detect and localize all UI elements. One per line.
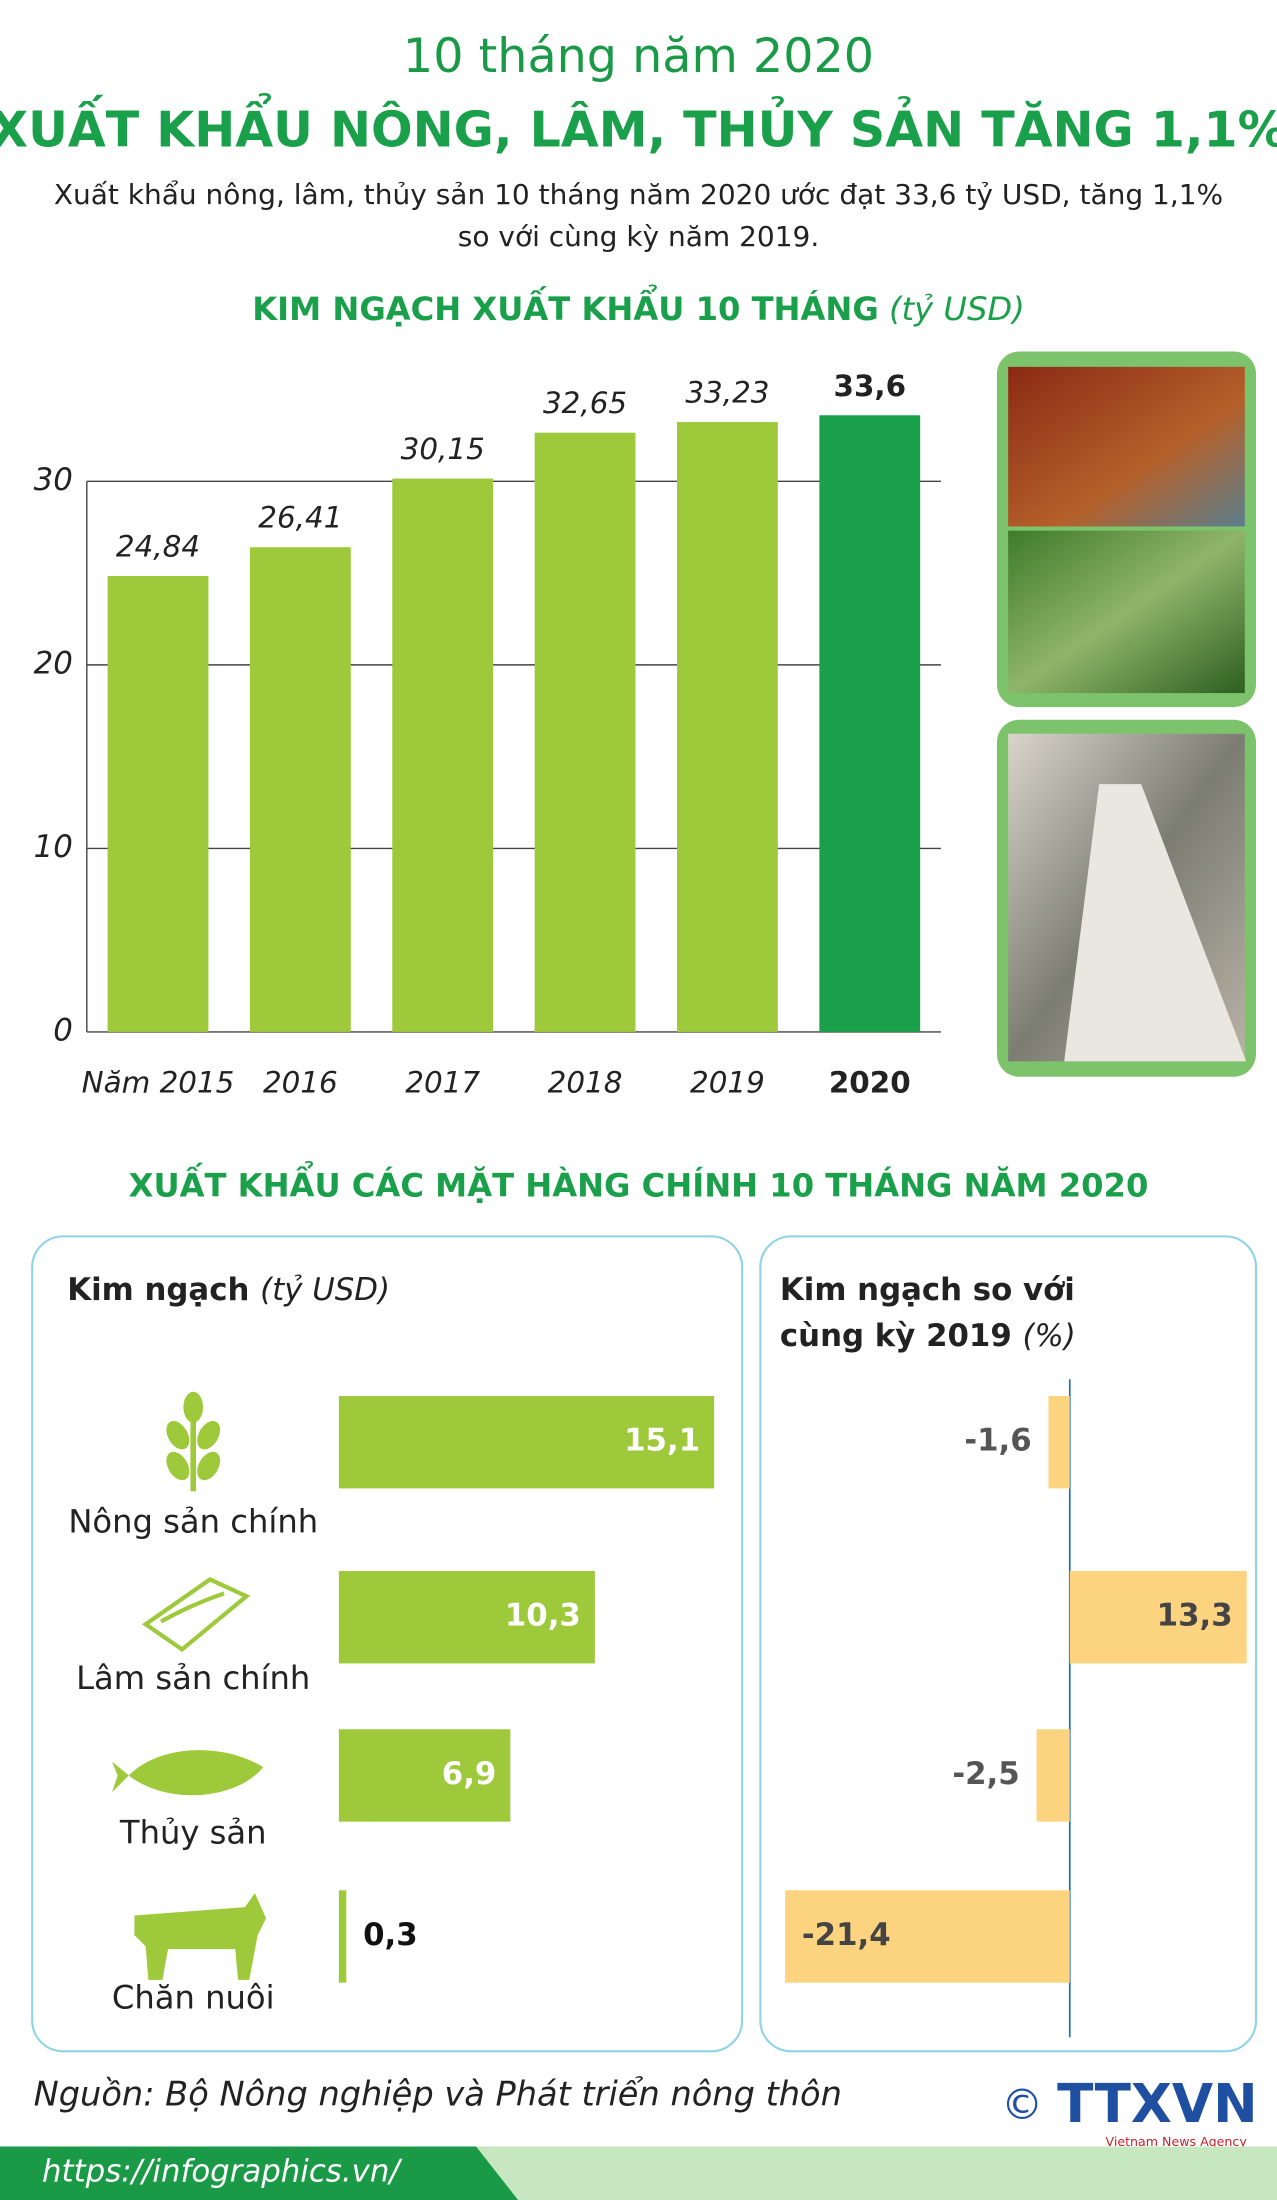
chart-title: KIM NGẠCH XUẤT KHẨU 10 THÁNG (tỷ USD) [252, 285, 1025, 328]
icon-wheat [166, 1391, 221, 1492]
bar [338, 1571, 595, 1664]
value-label: 24,84 [116, 530, 200, 564]
bar [819, 415, 921, 1032]
photo-detail [1064, 784, 1247, 1062]
y-tick-label: 30 [34, 462, 73, 498]
panel-title-text: Kim ngạch so với [780, 1271, 1075, 1307]
value-label: -21,4 [802, 1917, 891, 1953]
logo: TTXVN [1057, 2073, 1257, 2135]
value-label: 15,1 [624, 1423, 700, 1459]
description: so với cùng kỳ năm 2019. [458, 220, 819, 253]
x-tick-label: Năm 2015 [82, 1065, 235, 1099]
y-tick-label: 20 [34, 645, 73, 681]
value-label: 33,23 [685, 376, 769, 410]
value-label: 0,3 [363, 1917, 418, 1953]
photo-coffee [1008, 366, 1245, 527]
icon-cow [134, 1893, 267, 1980]
icon-wood [141, 1577, 251, 1653]
bar [107, 576, 209, 1032]
panel-title: Kim ngạch so với [780, 1271, 1075, 1307]
panel-title: Kim ngạch (tỷ USD) [67, 1271, 390, 1307]
x-tick-label: 2019 [690, 1065, 765, 1099]
bar [338, 1729, 511, 1822]
bar [1069, 1571, 1247, 1664]
value-label: 30,15 [401, 432, 485, 466]
value-label: 13,3 [1157, 1598, 1233, 1634]
bar [392, 478, 494, 1032]
y-tick-label: 10 [34, 829, 73, 865]
panel-title: cùng kỳ 2019 (%) [780, 1318, 1076, 1354]
value-label: 32,65 [543, 386, 627, 420]
description: Xuất khẩu nông, lâm, thủy sản 10 tháng n… [54, 178, 1223, 211]
bar [1036, 1729, 1070, 1822]
value-label: 33,6 [834, 369, 907, 403]
bar [338, 1396, 715, 1489]
source: Nguồn: Bộ Nông nghiệp và Phát triển nông… [34, 2075, 842, 2114]
panel-title-text: cùng kỳ 2019 [780, 1318, 1012, 1354]
panel-unit: (%) [1023, 1318, 1076, 1354]
x-tick-label: 2020 [829, 1065, 911, 1099]
category-label: Nông sản chính [68, 1502, 318, 1540]
bar [249, 547, 351, 1032]
main-title: XUẤT KHẨU NÔNG, LÂM, THỦY SẢN TĂNG 1,1% [0, 92, 1277, 159]
agency: Vietnam News Agency [1106, 2134, 1248, 2149]
chart-unit: (tỷ USD) [889, 290, 1025, 328]
chart-title-text: KIM NGẠCH XUẤT KHẨU 10 THÁNG [252, 285, 879, 328]
footer-band [0, 2146, 519, 2200]
x-tick-label: 2017 [405, 1065, 480, 1099]
photo-pepper [1008, 530, 1245, 694]
panel-unit: (tỷ USD) [260, 1271, 390, 1307]
panel [759, 1235, 1258, 2053]
bar [534, 432, 636, 1032]
icon-fish [112, 1750, 264, 1796]
value-label: 6,9 [442, 1756, 497, 1792]
panel [31, 1235, 744, 2053]
category-label: Lâm sản chính [76, 1659, 310, 1697]
value-label: 26,41 [258, 501, 342, 535]
x-tick-label: 2016 [263, 1065, 338, 1099]
copyright: © [1001, 2080, 1043, 2129]
bar [677, 422, 778, 1032]
value-label: -2,5 [952, 1756, 1019, 1792]
x-tick-label: 2018 [548, 1065, 623, 1099]
period: 10 tháng năm 2020 [403, 29, 874, 84]
bar [785, 1890, 1070, 1983]
bar [1048, 1396, 1070, 1489]
url: https://infographics.vn/ [42, 2154, 403, 2190]
value-label: -1,6 [964, 1423, 1031, 1459]
panel-title-text: Kim ngạch [67, 1271, 249, 1307]
y-tick-label: 0 [53, 1012, 73, 1048]
category-label: Chăn nuôi [112, 1978, 275, 2016]
category-label: Thủy sản [119, 1813, 267, 1851]
section-title: XUẤT KHẨU CÁC MẶT HÀNG CHÍNH 10 THÁNG NĂ… [129, 1161, 1149, 1204]
bar [338, 1890, 347, 1983]
value-label: 10,3 [505, 1598, 581, 1634]
